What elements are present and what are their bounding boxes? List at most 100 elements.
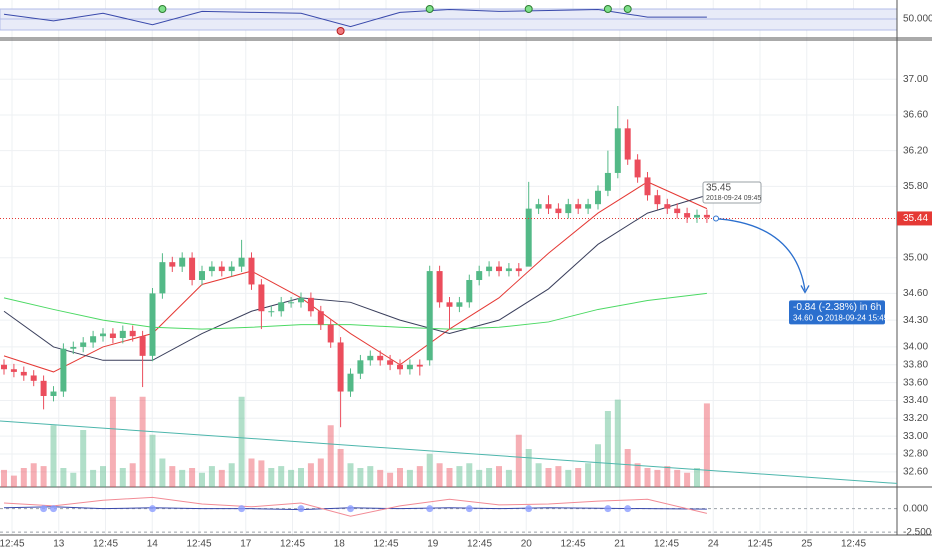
volume-bar <box>535 463 542 487</box>
volume-bar <box>238 396 245 487</box>
volume-bar <box>476 469 483 487</box>
candle-body <box>20 371 27 376</box>
candle-body <box>100 333 106 337</box>
y-tick-label: 37.00 <box>903 74 928 85</box>
candle-body <box>228 266 235 272</box>
candle-body <box>654 195 661 205</box>
clock-icon <box>817 315 823 322</box>
x-tick-label: 12:45 <box>654 539 679 550</box>
volume-bar <box>317 458 324 487</box>
candle-body <box>298 297 304 303</box>
candle-body <box>307 297 314 312</box>
candle-body <box>377 355 384 361</box>
candle-body <box>367 355 374 361</box>
x-tick-label: 12:45 <box>93 539 118 550</box>
x-tick-label: 12:45 <box>467 539 492 550</box>
x-tick-label: 12:45 <box>186 539 211 550</box>
volume-bar <box>436 463 443 487</box>
x-tick-label: 12:45 <box>280 539 305 550</box>
candle-body <box>387 360 394 365</box>
candle-body <box>278 302 285 312</box>
volume-bar <box>307 463 314 487</box>
buy-signal <box>425 5 434 13</box>
volume-bar <box>40 466 47 487</box>
moving-average <box>3 292 707 330</box>
indicator-tick-label: 50.000 <box>903 14 932 25</box>
y-tick-label: 34.60 <box>903 288 928 299</box>
candle-body <box>199 271 205 281</box>
candle-body <box>10 369 17 372</box>
y-tick-label: 34.30 <box>903 315 928 326</box>
candle-body <box>595 190 601 205</box>
volume-bar <box>624 449 631 487</box>
volume-bar <box>456 466 463 487</box>
candle-body <box>109 333 116 338</box>
oscillator-marker <box>149 505 156 513</box>
candle-body <box>327 324 334 343</box>
oscillator-line <box>3 496 708 517</box>
candle-body <box>426 271 433 361</box>
trendline <box>0 420 898 484</box>
volume-bar <box>486 468 493 487</box>
volume-bar <box>377 469 384 487</box>
candle-body <box>317 311 324 325</box>
volume-bar <box>555 466 562 487</box>
volume-bar <box>644 468 651 487</box>
candle-body <box>119 330 126 338</box>
candle-body <box>565 204 572 214</box>
volume-bar <box>416 466 423 487</box>
x-tick-label: 21 <box>614 539 626 550</box>
volume-bar <box>515 434 522 487</box>
candle-body <box>644 177 651 196</box>
candle-body <box>129 330 136 337</box>
candle-body <box>397 364 403 370</box>
volume-bar <box>199 472 205 487</box>
volume-bar <box>565 469 572 487</box>
candle-body <box>446 302 453 307</box>
oscillator-marker <box>347 505 354 513</box>
x-tick-label: 14 <box>147 539 159 550</box>
candle-body <box>70 346 77 349</box>
x-tick-label: 12:45 <box>747 539 772 550</box>
buy-signal <box>524 5 533 13</box>
last-price-label: 35.44 <box>903 213 928 224</box>
volume-bar <box>357 468 364 487</box>
volume-bar <box>208 466 215 487</box>
volume-bar <box>10 475 17 487</box>
projection-start <box>713 215 719 222</box>
candle-body <box>50 391 57 396</box>
y-tick-label: 36.20 <box>903 145 928 156</box>
candle-body <box>30 375 37 381</box>
volume-bar <box>674 469 681 487</box>
candle-body <box>456 302 463 307</box>
candle-body <box>347 373 354 392</box>
candle-body <box>416 364 423 367</box>
volume-bar <box>505 469 512 487</box>
volume-bar <box>684 472 691 487</box>
oscillator-marker <box>40 505 48 513</box>
volume-bar <box>654 469 661 487</box>
volume-bar <box>248 458 255 487</box>
volume-bar <box>664 466 671 487</box>
candle-body <box>604 172 611 191</box>
candle-body <box>664 204 671 209</box>
candle-body <box>466 280 473 303</box>
candle-body <box>515 268 522 272</box>
volume-bar <box>278 466 285 487</box>
x-tick-label: 12:45 <box>373 539 398 550</box>
x-tick-label: 19 <box>427 539 439 550</box>
volume-bar <box>60 468 67 487</box>
volume-bar <box>169 466 176 487</box>
volume-bar <box>30 463 37 487</box>
oscillator-marker <box>465 505 473 513</box>
oscillator-marker <box>525 505 533 513</box>
volume-bar <box>80 430 87 487</box>
candle-body <box>248 257 255 285</box>
candle-body <box>208 266 215 272</box>
volume-bar <box>446 468 453 487</box>
moving-average <box>3 194 708 361</box>
volume-bar <box>604 411 611 487</box>
volume-bar <box>545 468 552 487</box>
volume-bar <box>228 463 235 487</box>
